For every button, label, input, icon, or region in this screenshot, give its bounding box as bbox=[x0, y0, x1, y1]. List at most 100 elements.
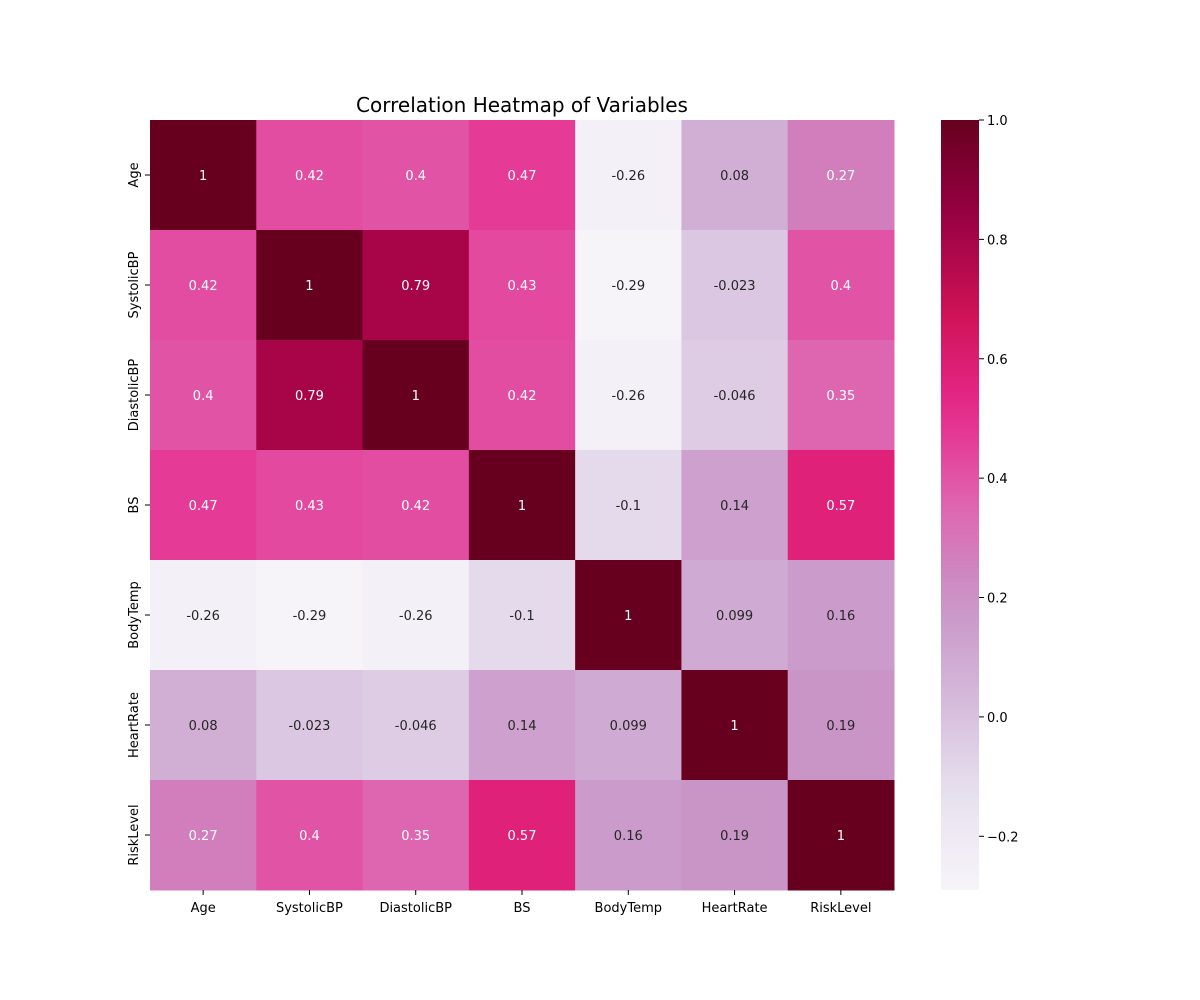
heatmap-cell bbox=[362, 450, 470, 561]
heatmap-cell bbox=[256, 450, 364, 561]
y-tick-label: DiastolicBP bbox=[127, 359, 142, 432]
heatmap-cell bbox=[468, 560, 576, 671]
heatmap-cell bbox=[681, 780, 789, 891]
cell-annotation: 1 bbox=[518, 499, 526, 514]
heatmap-cell bbox=[256, 340, 364, 451]
colorbar-tick-label: 0.8 bbox=[987, 233, 1008, 248]
cell-annotation: 1 bbox=[624, 609, 632, 624]
cell-annotation: -0.023 bbox=[288, 719, 330, 734]
cell-annotation: 0.35 bbox=[401, 829, 430, 844]
cell-annotation: 0.27 bbox=[826, 169, 855, 184]
y-tick-label: Age bbox=[127, 162, 142, 187]
heatmap-cell bbox=[362, 670, 470, 781]
cell-annotation: 0.47 bbox=[508, 169, 537, 184]
y-tick-label: SystolicBP bbox=[127, 251, 142, 318]
heatmap-cell bbox=[681, 560, 789, 671]
cell-annotation: 0.19 bbox=[826, 719, 855, 734]
cell-annotation: 0.099 bbox=[610, 719, 647, 734]
heatmap-cell bbox=[468, 120, 576, 231]
cell-annotation: 0.79 bbox=[401, 279, 430, 294]
heatmap-cell bbox=[150, 450, 257, 561]
heatmap-cell bbox=[787, 560, 895, 671]
heatmap-cell bbox=[468, 230, 576, 341]
cell-annotation: 0.43 bbox=[508, 279, 537, 294]
heatmap-cell bbox=[787, 780, 895, 891]
cell-annotation: 0.43 bbox=[295, 499, 324, 514]
heatmap-cell bbox=[575, 450, 682, 561]
cell-annotation: 0.14 bbox=[720, 499, 749, 514]
heatmap-cell bbox=[575, 780, 682, 891]
cell-annotation: 0.099 bbox=[716, 609, 753, 624]
cell-annotation: 0.42 bbox=[295, 169, 324, 184]
heatmap-cell bbox=[468, 780, 576, 891]
colorbar-tick-label: 0.4 bbox=[987, 472, 1008, 487]
cell-annotation: 0.57 bbox=[826, 499, 855, 514]
cell-annotation: 0.27 bbox=[189, 829, 218, 844]
cell-annotation: 0.42 bbox=[189, 279, 218, 294]
x-tick-label: SystolicBP bbox=[276, 901, 343, 916]
heatmap-cell bbox=[575, 560, 682, 671]
cell-annotation: 0.4 bbox=[831, 279, 852, 294]
x-axis: Age SystolicBP DiastolicBP BS BodyTemp HeartR… bbox=[191, 890, 871, 916]
heatmap-cell bbox=[468, 670, 576, 781]
heatmap-cell bbox=[681, 340, 789, 451]
cell-annotation: 0.19 bbox=[720, 829, 749, 844]
cell-annotation: 0.4 bbox=[193, 389, 214, 404]
heatmap-cell bbox=[150, 670, 257, 781]
heatmap-cell bbox=[256, 230, 364, 341]
cell-annotation: 0.08 bbox=[720, 169, 749, 184]
x-tick-label: HeartRate bbox=[702, 901, 768, 916]
heatmap-cell bbox=[256, 120, 364, 231]
heatmap-cell bbox=[787, 450, 895, 561]
heatmap-cell bbox=[681, 670, 789, 781]
y-tick-label: BodyTemp bbox=[127, 581, 142, 648]
heatmap-cell bbox=[362, 560, 470, 671]
cell-annotation: 0.42 bbox=[508, 389, 537, 404]
cell-annotation: -0.046 bbox=[714, 389, 756, 404]
heatmap-cell bbox=[787, 670, 895, 781]
colorbar-tick-label: 1.0 bbox=[987, 114, 1008, 129]
heatmap-cell bbox=[150, 560, 257, 671]
heatmap-cell bbox=[256, 780, 364, 891]
cell-annotation: -0.26 bbox=[186, 609, 220, 624]
cell-annotation: 0.35 bbox=[826, 389, 855, 404]
heatmap-cell bbox=[362, 780, 470, 891]
cell-annotation: 0.47 bbox=[189, 499, 218, 514]
heatmap-cell bbox=[362, 230, 470, 341]
cell-annotation: -0.046 bbox=[395, 719, 437, 734]
colorbar-tick-label: −0.2 bbox=[987, 830, 1019, 845]
cell-annotation: -0.023 bbox=[714, 279, 756, 294]
heatmap-cell-labels: 1 0.42 0.4 0.47 -0.26 0.08 0.27 0.42 1 0.79 0.43 -0… bbox=[186, 169, 855, 844]
colorbar-tick-label: 0.6 bbox=[987, 353, 1008, 368]
colorbar-tick-label: 0.0 bbox=[987, 711, 1008, 726]
cell-annotation: -0.29 bbox=[293, 609, 327, 624]
x-tick-label: DiastolicBP bbox=[379, 901, 452, 916]
cell-annotation: 1 bbox=[730, 719, 738, 734]
cell-annotation: 0.4 bbox=[299, 829, 320, 844]
heatmap-cell bbox=[575, 230, 682, 341]
cell-annotation: 0.14 bbox=[508, 719, 537, 734]
y-axis: Age SystolicBP DiastolicBP BS BodyTemp HeartR… bbox=[127, 162, 150, 866]
cell-annotation: -0.26 bbox=[611, 169, 645, 184]
cell-annotation: -0.29 bbox=[611, 279, 645, 294]
cell-annotation: -0.26 bbox=[399, 609, 433, 624]
heatmap-cell bbox=[681, 450, 789, 561]
heatmap-cells bbox=[150, 120, 895, 891]
colorbar-tick-label: 0.2 bbox=[987, 592, 1008, 607]
heatmap-cell bbox=[362, 340, 470, 451]
x-tick-label: BS bbox=[514, 901, 531, 916]
heatmap-cell bbox=[256, 560, 364, 671]
cell-annotation: 1 bbox=[412, 389, 420, 404]
x-tick-label: RiskLevel bbox=[810, 901, 871, 916]
x-tick-label: Age bbox=[191, 901, 216, 916]
y-tick-label: RiskLevel bbox=[127, 804, 142, 865]
y-tick-label: BS bbox=[127, 497, 142, 514]
heatmap-cell bbox=[468, 450, 576, 561]
chart-title: Correlation Heatmap of Variables bbox=[356, 93, 688, 117]
heatmap-cell bbox=[681, 120, 789, 231]
heatmap-cell bbox=[787, 230, 895, 341]
cell-annotation: 0.79 bbox=[295, 389, 324, 404]
cell-annotation: 0.4 bbox=[405, 169, 426, 184]
y-tick-label: HeartRate bbox=[127, 692, 142, 758]
cell-annotation: 0.16 bbox=[826, 609, 855, 624]
